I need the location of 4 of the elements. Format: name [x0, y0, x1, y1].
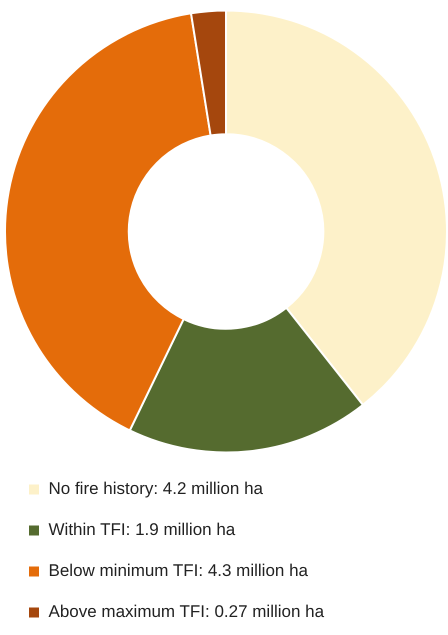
legend-label: Above maximum TFI: 0.27 million ha	[48, 602, 325, 622]
legend-label: Below minimum TFI: 4.3 million ha	[48, 561, 309, 580]
legend-label: Within TFI: 1.9 million ha	[48, 520, 236, 540]
legend-label: No fire history: 4.2 million ha	[48, 479, 264, 498]
